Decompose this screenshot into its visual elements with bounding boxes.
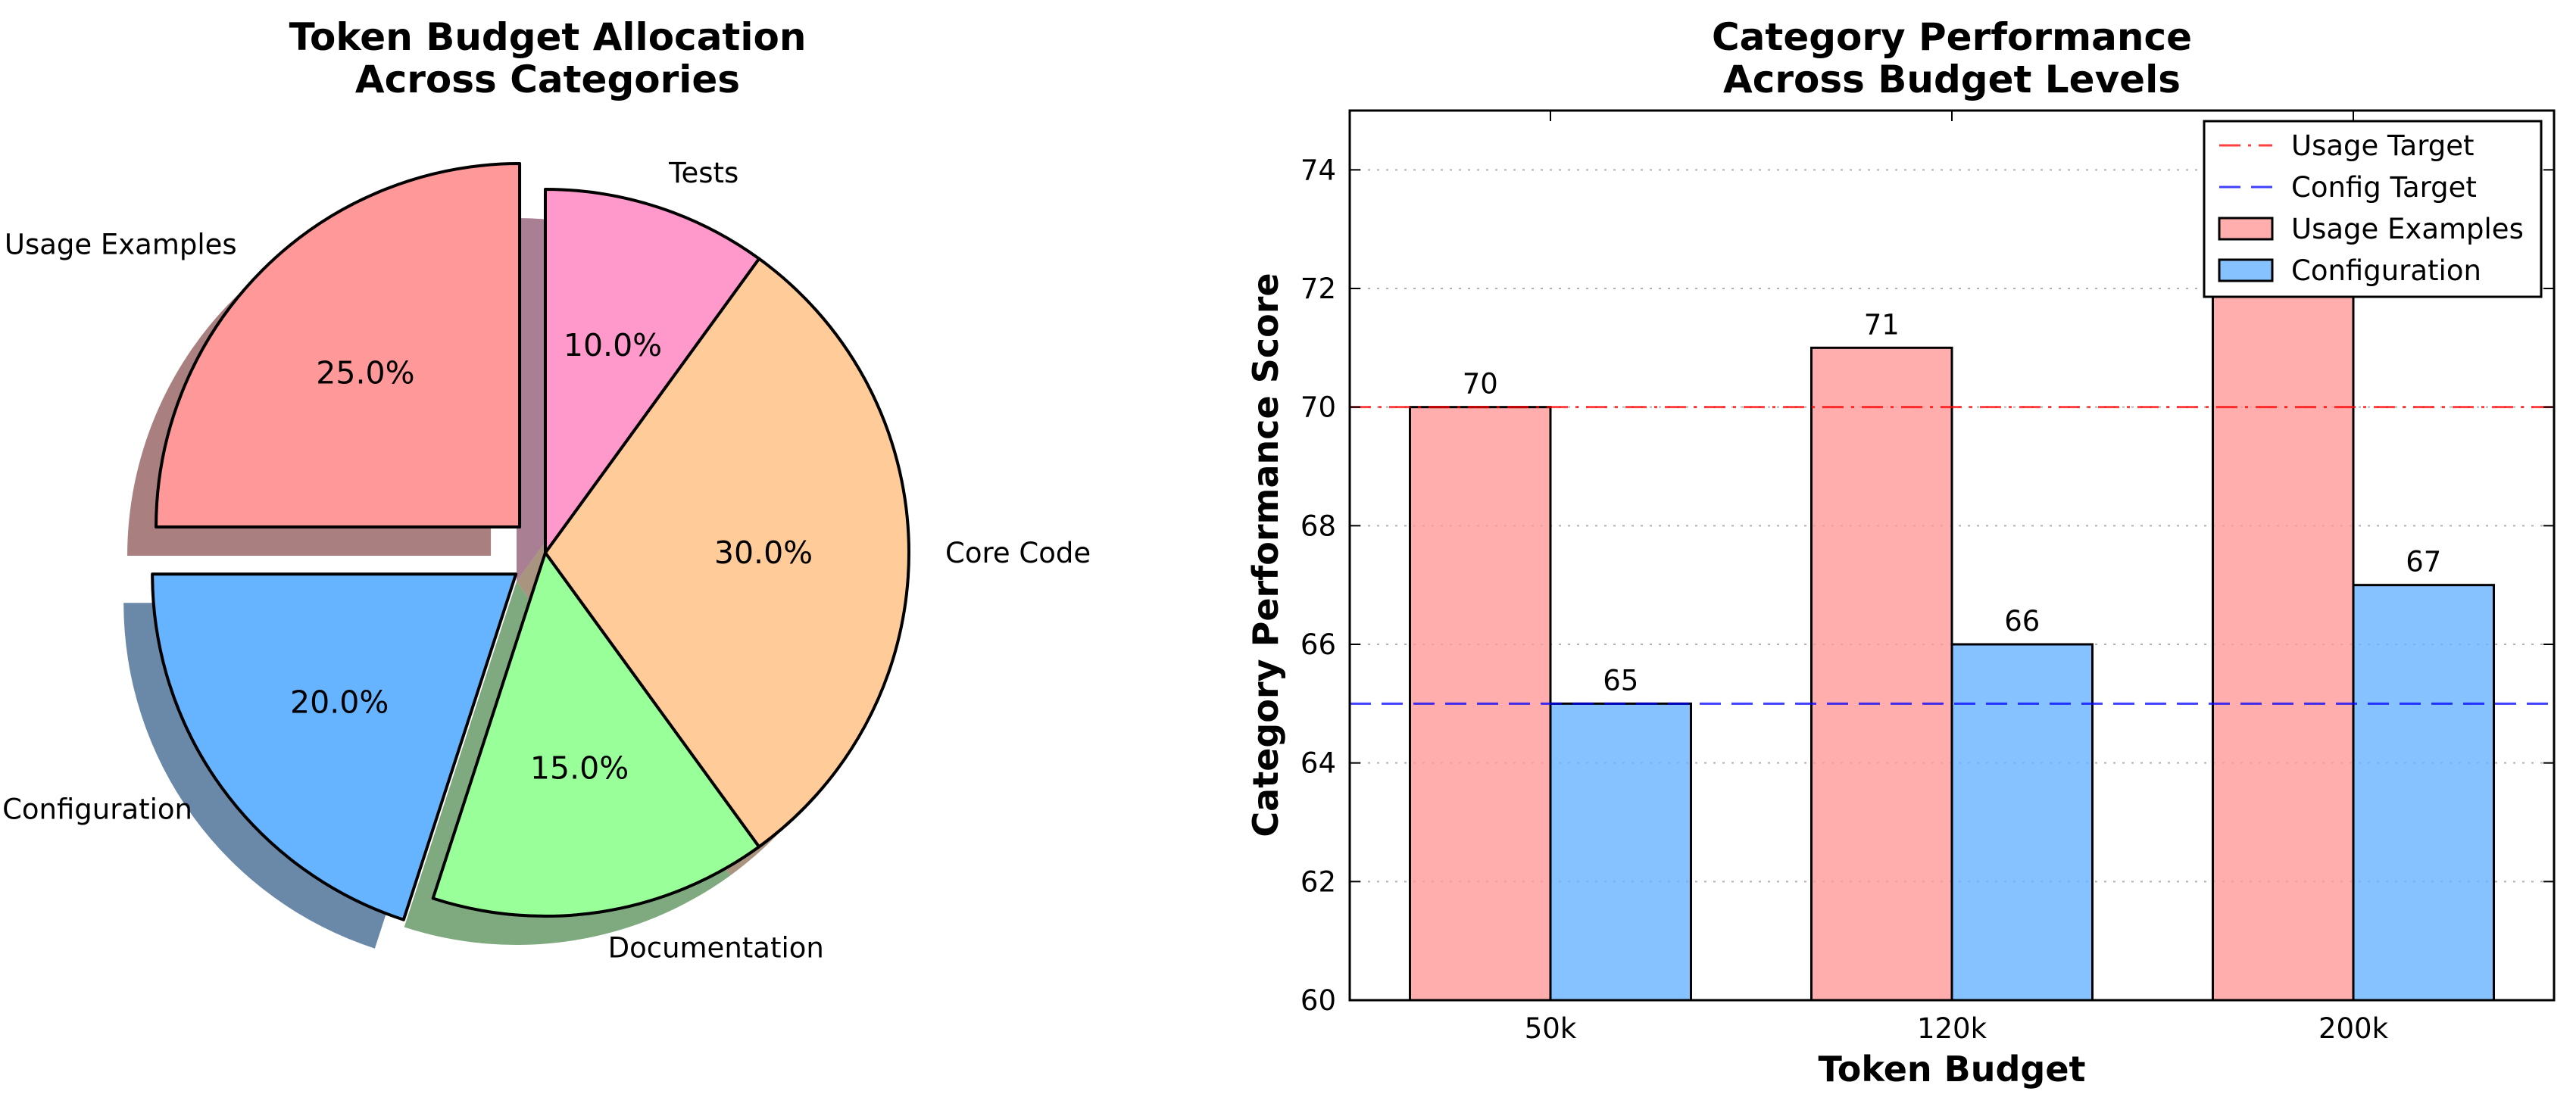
pie-slice-configuration [151, 572, 518, 921]
pie-pct-label-tests: 10.0% [564, 327, 662, 363]
pie-chart: Token Budget Allocation Across Categorie… [2, 15, 1091, 964]
pie-labels: 25.0% Usage Examples 20.0% Configuration 15.… [2, 157, 1091, 965]
legend-label-configuration: Configuration [2291, 254, 2481, 287]
pie-slice-usage-examples [155, 162, 522, 529]
pie-label-tests: Tests [668, 157, 738, 189]
bar-configuration-120k [1950, 643, 2094, 1002]
legend-label-config-target: Config Target [2291, 171, 2477, 204]
pie-pct-label-usage-examples: 25.0% [316, 354, 414, 391]
ytick-label-68: 68 [1300, 510, 1336, 542]
ytick-label-64: 64 [1300, 747, 1336, 780]
pie-title-line-2: Across Categories [355, 58, 740, 101]
xtick-label-120k: 120k [1917, 1012, 1987, 1045]
ytick-label-62: 62 [1300, 865, 1336, 898]
pie-label-documentation: Documentation [608, 931, 824, 964]
pie-title-line-1: Token Budget Allocation [289, 15, 807, 59]
legend-label-usage-examples: Usage Examples [2291, 213, 2524, 245]
bar-configuration-50k [1549, 702, 1692, 1002]
pie-label-core-code: Core Code [945, 537, 1091, 569]
ytick-label-60: 60 [1300, 984, 1336, 1017]
bar-title-line-1: Category Performance [1712, 15, 2192, 59]
bar-value-configuration-200k: 67 [2406, 546, 2441, 578]
pie-slice-documentation [431, 551, 761, 918]
bar-configuration-200k [2352, 584, 2495, 1002]
legend-swatch-configuration [2218, 258, 2274, 282]
pie-slice-core-code [544, 257, 911, 849]
bar-value-usage-examples-50k: 70 [1463, 368, 1498, 401]
bar-value-labels: 70 71 65 66 67 [1463, 308, 2442, 697]
pie-label-configuration: Configuration [2, 793, 192, 826]
xtick-label-200k: 200k [2318, 1012, 2389, 1045]
legend: Usage Target Config Target Usage Examples C… [2203, 120, 2543, 298]
ytick-label-74: 74 [1300, 154, 1336, 186]
pie-slice-tests [544, 188, 761, 554]
legend-label-usage-target: Usage Target [2291, 129, 2475, 162]
bar-title-line-2: Across Budget Levels [1723, 58, 2181, 101]
legend-swatch-usage-examples [2218, 217, 2274, 241]
bar-usage-examples-200k [2212, 287, 2355, 1002]
pie-pct-label-configuration: 20.0% [290, 684, 389, 720]
bar-chart: Category Performance Across Budget Level… [1245, 15, 2556, 1090]
bar-value-configuration-50k: 65 [1603, 664, 1638, 697]
pie-pct-label-core-code: 30.0% [714, 535, 813, 571]
bars [1409, 287, 2495, 1002]
ytick-label-70: 70 [1300, 391, 1336, 424]
x-axis-label: Token Budget [1818, 1049, 2085, 1090]
ytick-label-72: 72 [1300, 273, 1336, 305]
bar-value-configuration-120k: 66 [2004, 605, 2040, 638]
bar-usage-examples-120k [1810, 346, 1953, 1002]
pie-pct-label-documentation: 15.0% [530, 750, 629, 786]
target-lines [1350, 406, 2554, 705]
pie-label-usage-examples: Usage Examples [5, 229, 237, 261]
axis-ticks: 60 62 64 66 68 70 72 74 50k 120k 200k [1300, 111, 2554, 1045]
ytick-label-66: 66 [1300, 628, 1336, 661]
xtick-label-50k: 50k [1525, 1012, 1577, 1045]
y-axis-label: Category Performance Score [1245, 273, 1286, 837]
pie-slices [151, 162, 911, 921]
bar-value-usage-examples-120k: 71 [1864, 308, 1900, 341]
